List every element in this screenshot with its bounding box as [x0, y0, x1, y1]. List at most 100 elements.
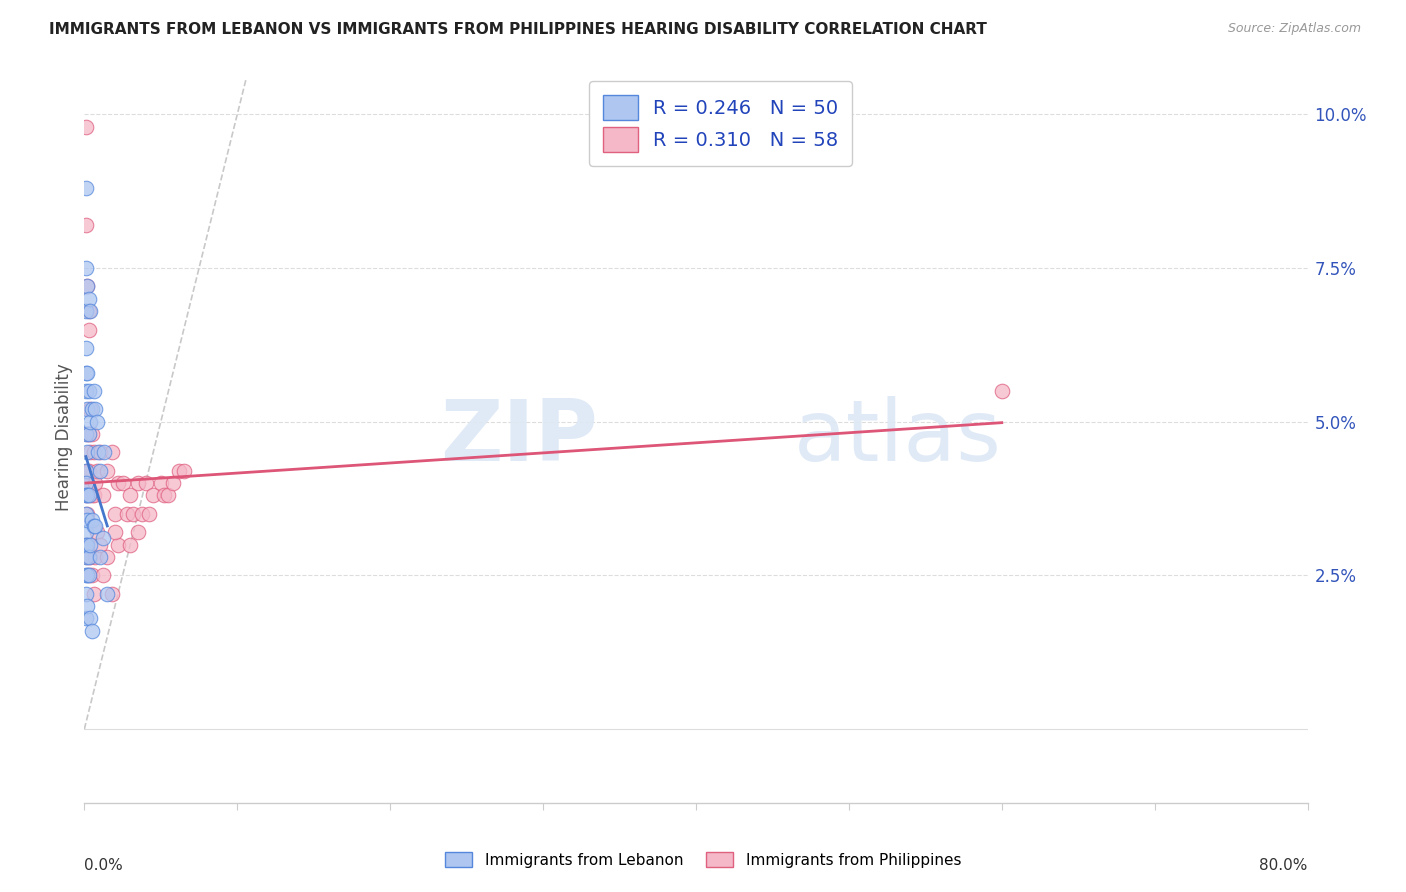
Point: [79, 304, 101, 318]
Point: [75, 549, 97, 564]
Point: [96, 464, 118, 478]
Point: [135, 476, 157, 491]
Point: [83, 445, 105, 459]
Point: [75, 488, 97, 502]
Point: [83, 519, 105, 533]
Legend: Immigrants from Lebanon, Immigrants from Philippines: Immigrants from Lebanon, Immigrants from…: [439, 846, 967, 873]
Point: [79, 538, 101, 552]
Point: [120, 488, 142, 502]
Point: [83, 488, 105, 502]
Point: [86, 415, 108, 429]
Point: [75, 611, 97, 625]
Y-axis label: Hearing Disability: Hearing Disability: [55, 363, 73, 511]
Point: [75, 120, 97, 134]
Point: [75, 464, 97, 478]
Point: [80, 568, 103, 582]
Point: [79, 549, 101, 564]
Point: [77, 322, 100, 336]
Text: atlas: atlas: [794, 395, 1002, 479]
Point: [76, 549, 98, 564]
Point: [83, 587, 105, 601]
Point: [77, 568, 100, 582]
Point: [84, 476, 107, 491]
Point: [91, 532, 114, 546]
Point: [75, 488, 97, 502]
Point: [127, 525, 149, 540]
Point: [127, 476, 149, 491]
Point: [75, 507, 97, 521]
Point: [104, 525, 127, 540]
Legend: R = 0.246   N = 50, R = 0.310   N = 58: R = 0.246 N = 50, R = 0.310 N = 58: [589, 81, 852, 166]
Point: [84, 402, 107, 417]
Point: [75, 341, 97, 355]
Point: [83, 384, 105, 398]
Point: [77, 304, 100, 318]
Point: [75, 304, 97, 318]
Point: [84, 519, 107, 533]
Point: [84, 549, 107, 564]
Text: 0.0%: 0.0%: [84, 858, 124, 873]
Point: [87, 445, 110, 459]
Point: [77, 549, 100, 564]
Point: [131, 507, 153, 521]
Point: [75, 181, 97, 195]
Point: [75, 538, 97, 552]
Point: [77, 384, 100, 398]
Point: [77, 488, 100, 502]
Point: [77, 292, 100, 306]
Point: [80, 488, 103, 502]
Point: [991, 384, 1014, 398]
Point: [75, 538, 97, 552]
Point: [162, 476, 184, 491]
Point: [77, 427, 100, 442]
Point: [75, 587, 97, 601]
Point: [80, 624, 103, 638]
Point: [76, 568, 98, 582]
Point: [76, 599, 98, 613]
Point: [75, 427, 97, 442]
Point: [76, 402, 98, 417]
Point: [76, 427, 98, 442]
Point: [80, 402, 103, 417]
Point: [91, 488, 114, 502]
Point: [96, 587, 118, 601]
Point: [76, 366, 98, 380]
Point: [79, 445, 101, 459]
Point: [75, 525, 97, 540]
Point: [107, 476, 129, 491]
Point: [157, 488, 180, 502]
Point: [120, 538, 142, 552]
Point: [167, 464, 190, 478]
Point: [75, 568, 97, 582]
Point: [77, 464, 100, 478]
Text: 80.0%: 80.0%: [1260, 858, 1308, 873]
Point: [77, 488, 100, 502]
Point: [89, 538, 111, 552]
Point: [79, 611, 101, 625]
Point: [76, 488, 98, 502]
Point: [142, 488, 165, 502]
Point: [79, 415, 101, 429]
Point: [111, 476, 134, 491]
Point: [115, 507, 138, 521]
Point: [75, 476, 97, 491]
Point: [79, 402, 101, 417]
Point: [89, 549, 111, 564]
Point: [77, 427, 100, 442]
Point: [96, 549, 118, 564]
Point: [76, 445, 98, 459]
Point: [93, 445, 115, 459]
Text: IMMIGRANTS FROM LEBANON VS IMMIGRANTS FROM PHILIPPINES HEARING DISABILITY CORREL: IMMIGRANTS FROM LEBANON VS IMMIGRANTS FR…: [49, 22, 987, 37]
Point: [76, 279, 98, 293]
Point: [138, 507, 160, 521]
Point: [122, 507, 145, 521]
Point: [77, 568, 100, 582]
Point: [91, 568, 114, 582]
Point: [153, 488, 176, 502]
Point: [80, 427, 103, 442]
Point: [76, 513, 98, 527]
Point: [89, 445, 111, 459]
Point: [86, 464, 108, 478]
Point: [149, 476, 172, 491]
Point: [107, 538, 129, 552]
